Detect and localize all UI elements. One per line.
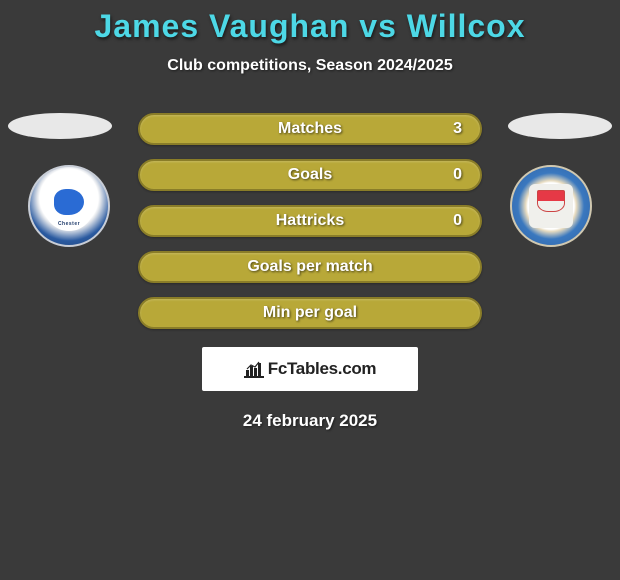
site-name: FcTables.com [268,359,377,379]
stat-bar-hattricks: Hattricks 0 [138,205,482,237]
stat-label: Goals per match [247,258,372,276]
stat-bar-min-per-goal: Min per goal [138,297,482,329]
stat-bar-goals: Goals 0 [138,159,482,191]
stat-value: 0 [453,212,462,230]
stat-label: Goals [288,166,332,184]
player-photo-right [508,113,612,139]
club-badge-right-inner [529,184,573,228]
comparison-card: James Vaughan vs Willcox Club competitio… [0,0,620,431]
lion-icon [54,189,84,215]
stat-label: Matches [278,120,342,138]
stat-bar-goals-per-match: Goals per match [138,251,482,283]
page-subtitle: Club competitions, Season 2024/2025 [0,57,620,75]
page-title: James Vaughan vs Willcox [0,8,620,45]
main-row: Chester Matches 3 Goals 0 Hattricks 0 Go… [0,113,620,431]
stat-value: 3 [453,120,462,138]
shield-icon [537,190,565,212]
player-photo-left [8,113,112,139]
stats-list: Matches 3 Goals 0 Hattricks 0 Goals per … [138,113,482,329]
stat-label: Min per goal [263,304,357,322]
club-badge-left: Chester [28,165,110,247]
club-name-left: Chester [44,221,94,227]
stat-bar-matches: Matches 3 [138,113,482,145]
site-logo[interactable]: FcTables.com [202,347,418,391]
club-badge-left-inner: Chester [44,181,94,231]
date-label: 24 february 2025 [0,411,620,431]
chart-icon [244,360,264,378]
stat-value: 0 [453,166,462,184]
stat-label: Hattricks [276,212,344,230]
club-badge-right [510,165,592,247]
